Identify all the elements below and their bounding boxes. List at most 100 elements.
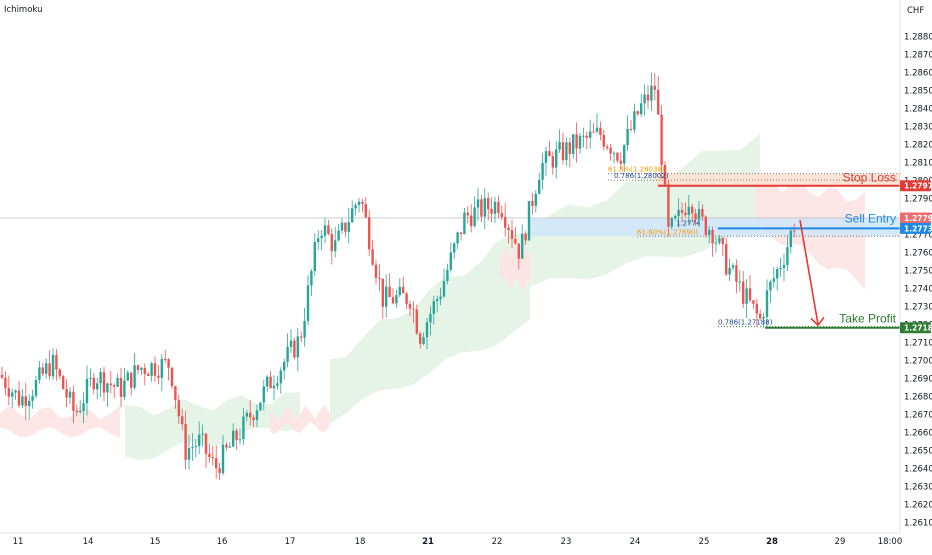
candle-body [697,209,701,220]
y-tick-label: 1.27700 [904,231,932,241]
x-tick-label: 17 [285,537,296,547]
candle-body [388,286,391,298]
x-tick-label: 24 [630,537,641,547]
candle-body [249,412,252,418]
candle-body [745,288,748,304]
candle-body [255,410,259,421]
candle-body [606,146,609,148]
candle-body [113,385,116,387]
y-tick-label: 1.27900 [904,195,932,205]
candle-body [75,410,78,413]
candle-body [79,410,82,413]
candle-body [340,222,344,231]
y-tick-label: 1.28100 [904,159,932,169]
candle-body [364,204,367,218]
candle-body [405,293,408,305]
candle-body [473,207,476,227]
candle-body [684,212,687,216]
candle-body [776,268,779,279]
candle-body [466,212,469,216]
y-tick-label: 1.26700 [904,411,932,421]
candle-body [72,391,75,411]
candle-body [490,209,493,214]
y-tick-label: 1.28600 [904,69,932,79]
candle-body [262,386,265,403]
y-tick-label: 1.28300 [904,123,932,133]
candle-body [555,149,558,168]
candle-body [765,290,769,318]
candle-body [194,446,197,448]
candle-body [378,277,381,279]
candle-body [361,201,364,205]
candle-body [24,396,27,406]
candle-body [595,127,599,132]
candle-body [755,303,758,314]
candle-body [184,424,187,460]
current-price-tag-text: 1.27792 [904,214,932,223]
candle-body [221,444,225,474]
candle-body [667,184,670,227]
candle-body [538,179,541,194]
candle-body [551,156,554,168]
y-tick-label: 1.26800 [904,393,932,403]
candle-body [789,230,792,248]
candle-body [157,375,160,378]
candle-body [623,145,626,164]
x-tick-label: 14 [83,537,94,547]
candle-body [334,240,337,252]
candle-body [283,361,286,371]
entry-zone [530,218,900,237]
candle-body [228,446,231,448]
candle-body [279,370,282,384]
stop-loss-tag [900,180,931,192]
candle-body [150,363,153,376]
candle-body [742,281,745,304]
stop-loss-label: Stop Loss [843,171,896,185]
x-tick-label: 16 [217,537,228,547]
candle-body [164,359,167,361]
candle-body [728,267,731,275]
candle-body [245,412,248,417]
x-tick-label: 18 [355,537,366,547]
candle-body [119,377,123,397]
candle-body [167,359,170,368]
candle-body [507,227,510,231]
candle-body [660,114,663,165]
candle-body [7,388,10,397]
y-tick-label: 1.28800 [904,33,932,43]
candle-body [368,217,371,250]
take-profit-tag [900,322,931,334]
sell-entry-tag [900,222,931,234]
candle-body [429,313,432,323]
y-tick-label: 1.27000 [904,357,932,367]
y-tick-label: 1.26600 [904,429,932,439]
candle-body [633,111,636,130]
candle-body [330,234,333,252]
candle-body [422,337,425,344]
candle-body [646,94,650,101]
candle-body [187,448,191,460]
fib-label: 0.786(1.27188) [718,319,773,327]
candle-body [480,199,483,217]
y-tick-label: 1.26900 [904,375,932,385]
candle-body [558,142,561,150]
candle-body [640,103,643,115]
candle-body [463,212,466,235]
candle-body [738,281,741,283]
candle-body [327,225,330,235]
candle-body [674,216,677,219]
candle-body [687,206,690,216]
price-axis [900,0,932,550]
candle-body [41,367,44,374]
candle-body [663,164,667,185]
candle-body [201,433,204,435]
candle-body [572,134,575,155]
candle-body [136,365,140,371]
candle-body [782,264,786,268]
candle-body [453,243,456,253]
candle-body [395,295,398,304]
candle-body [657,89,660,115]
y-tick-label: 1.28700 [904,51,932,61]
candle-body [310,271,313,286]
